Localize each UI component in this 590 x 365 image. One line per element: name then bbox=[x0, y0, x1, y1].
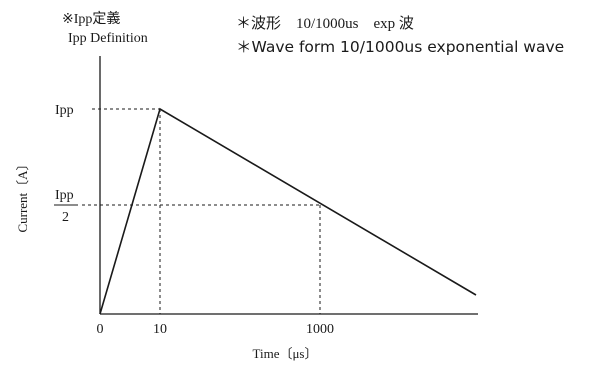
y-axis-label: Current〔A〕 bbox=[15, 157, 30, 232]
definition-en-label: Ipp Definition bbox=[68, 31, 148, 46]
y-tick-ipp: Ipp bbox=[55, 103, 74, 118]
definition-jp-label: ※Ipp定義 bbox=[62, 10, 120, 27]
wave-en-label: ＊Wave form 10/1000us exponential wave bbox=[236, 38, 564, 56]
x-tick-ten: 10 bbox=[153, 322, 167, 337]
y-tick-half-numerator: Ipp bbox=[55, 188, 74, 203]
y-tick-half-denominator: 2 bbox=[62, 210, 69, 225]
x-tick-zero: 0 bbox=[97, 322, 104, 337]
x-tick-thousand: 1000 bbox=[306, 322, 334, 337]
waveform-line bbox=[99, 107, 477, 315]
x-axis-label: Time〔μs〕 bbox=[252, 346, 317, 361]
wave-jp-label: ＊波形 10/1000us exp 波 bbox=[236, 15, 414, 32]
